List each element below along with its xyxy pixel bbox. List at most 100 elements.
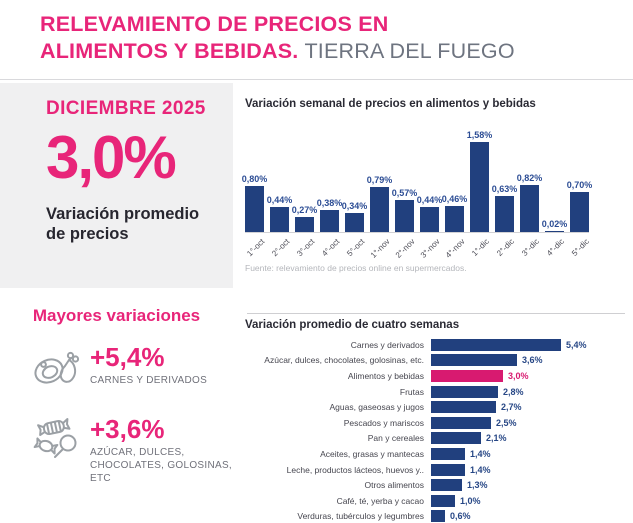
category-row: Pan y cereales 2,1% [245, 431, 633, 447]
highlight-item-azucar: +3,6% AZÚCAR, DULCES, CHOCOLATES, GOLOSI… [32, 416, 233, 485]
title-accent-2: ALIMENTOS Y BEBIDAS. [40, 39, 299, 63]
summary-caption: Variación promedio de precios [46, 205, 200, 244]
highlight-text: +5,4% CARNES Y DERIVADOS [90, 344, 207, 387]
candy-icon [33, 418, 77, 458]
highlight-label: CARNES Y DERIVADOS [90, 375, 208, 386]
category-row: Verduras, tubérculos y legumbres 0,6% [245, 509, 633, 523]
bar [431, 401, 496, 414]
weekly-bar-group: 0,44% [267, 195, 292, 232]
bar [431, 479, 462, 492]
bar-value-label: 0,02% [541, 219, 568, 229]
bar-highlighted [431, 369, 503, 382]
category-label: Pan y cereales [367, 433, 424, 444]
bar [520, 185, 539, 232]
category-label: Pescados y mariscos [343, 417, 424, 428]
bar-value-label: 1,3% [467, 480, 488, 491]
summary-value: 3,0% [46, 124, 177, 191]
bottom-section: Mayores variaciones +5,4% CARNES Y DERIV… [0, 288, 633, 523]
four-week-chart: Variación promedio de cuatro semanas Car… [233, 288, 633, 523]
bar [370, 187, 389, 232]
highlight-value: +5,4% [90, 342, 165, 372]
category-label: Carnes y derivados [350, 339, 424, 350]
bar [431, 385, 498, 398]
category-row: Frutas 2,8% [245, 384, 633, 400]
axis-tick-label: 4°-oct [320, 237, 342, 259]
category-label: Otros alimentos [364, 480, 424, 491]
weekly-bar-group: 0,57% [392, 188, 417, 232]
category-row: Leche, productos lácteos, huevos y.. 1,4% [245, 462, 633, 478]
bar-value-label: 0,57% [391, 188, 418, 198]
weekly-bar-group: 0,70% [567, 180, 592, 232]
axis-tick-label: 3°-nov [418, 237, 442, 260]
category-label: Aguas, gaseosas y jugos [329, 402, 424, 413]
bar [395, 200, 414, 232]
weekly-bar-group: 0,27% [292, 205, 317, 232]
bar-value-label: 0,44% [266, 195, 293, 205]
bar [445, 206, 464, 232]
category-label: Frutas [399, 386, 424, 397]
weekly-bar-group: 0,02% [542, 219, 567, 232]
axis-tick-label: 5°-oct [345, 237, 367, 259]
bar [495, 196, 514, 232]
bar-value-label: 0,63% [491, 184, 518, 194]
bar-value-label: 2,8% [503, 386, 524, 397]
axis-tick-label: 3°-oct [295, 237, 317, 259]
bar-value-label: 0,34% [341, 201, 368, 211]
category-label: Café, té, yerba y cacao [336, 495, 424, 506]
bar [431, 432, 481, 445]
highlights-panel: Mayores variaciones +5,4% CARNES Y DERIV… [0, 288, 233, 523]
category-label: Verduras, tubérculos y legumbres [297, 511, 424, 522]
source-note: Fuente: relevamiento de precios online e… [245, 263, 467, 273]
four-week-chart-rows: Carnes y derivados 5,4% Azúcar, dulces, ch… [245, 337, 633, 523]
summary-period: DICIEMBRE 2025 [46, 98, 206, 119]
category-row: Café, té, yerba y cacao 1,0% [245, 493, 633, 509]
axis-tick-label: 1°-dic [470, 237, 492, 258]
bar-value-label: 1,4% [470, 464, 491, 475]
page-title-line1: RELEVAMIENTO DE PRECIOS EN [40, 11, 633, 38]
four-week-chart-title: Variación promedio de cuatro semanas [245, 319, 460, 331]
category-row: Carnes y derivados 5,4% [245, 337, 633, 353]
four-week-divider [247, 313, 625, 314]
title-region: TIERRA DEL FUEGO [304, 39, 515, 63]
axis-tick-label: 2°-nov [393, 237, 417, 260]
bar [270, 207, 289, 232]
bar [431, 510, 445, 523]
bar-value-label: 0,46% [441, 194, 468, 204]
bar-value-label: 0,6% [450, 511, 471, 522]
weekly-bar-group: 0,44% [417, 195, 442, 232]
bar [431, 463, 465, 476]
highlights-title: Mayores variaciones [32, 306, 201, 325]
category-row: Aguas, gaseosas y jugos 2,7% [245, 399, 633, 415]
weekly-chart-title: Variación semanal de precios en alimento… [245, 98, 536, 110]
bar [431, 338, 561, 351]
category-label: Alimentos y bebidas [347, 370, 424, 381]
weekly-chart: Variación semanal de precios en alimento… [233, 83, 633, 288]
weekly-chart-plot: 0,80% 0,44% 0,27% 0,38% 0,34% 0,79% 0,57% 0,44%… [242, 116, 592, 233]
weekly-bar-group: 0,46% [442, 194, 467, 232]
bar-value-label: 5,4% [566, 339, 587, 350]
weekly-bar-group: 1,58% [467, 130, 492, 232]
bar-value-label: 2,7% [501, 402, 522, 413]
weekly-bar-group: 0,80% [242, 174, 267, 232]
bar [545, 231, 564, 232]
bar [570, 192, 589, 232]
bar-value-label: 0,27% [291, 205, 318, 215]
weekly-bar-group: 0,82% [517, 173, 542, 232]
bar-value-label: 1,58% [466, 130, 493, 140]
title-accent-1: RELEVAMIENTO DE PRECIOS EN [40, 12, 389, 36]
bar-value-label: 0,79% [366, 175, 393, 185]
axis-tick-label: 3°-dic [520, 237, 542, 258]
bar [345, 213, 364, 232]
category-label: Aceites, grasas y mantecas [320, 448, 424, 459]
weekly-bar-group: 0,34% [342, 201, 367, 232]
weekly-bar-group: 0,63% [492, 184, 517, 232]
bar [431, 447, 465, 460]
axis-tick-label: 1°-nov [368, 237, 392, 260]
bar [245, 186, 264, 232]
header: RELEVAMIENTO DE PRECIOS EN ALIMENTOS Y B… [0, 0, 633, 79]
bar-value-label: 0,38% [316, 198, 343, 208]
axis-tick-label: 2°-dic [495, 237, 517, 258]
axis-tick-label: 1°-oct [245, 237, 267, 259]
axis-tick-label: 5°-dic [570, 237, 592, 258]
